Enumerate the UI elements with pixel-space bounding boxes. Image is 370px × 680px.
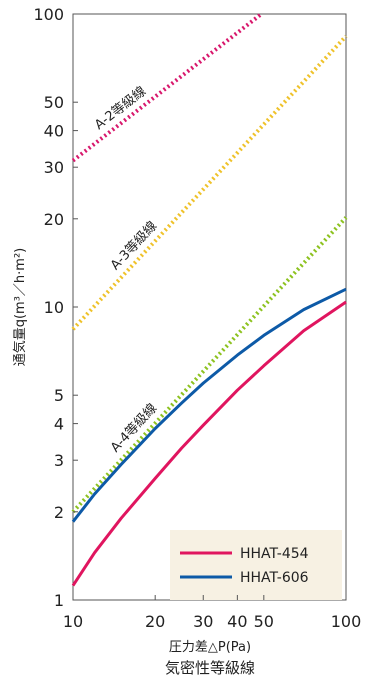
x-tick-label: 50 (254, 612, 274, 631)
y-tick-label: 5 (54, 386, 64, 405)
y-tick-label: 4 (54, 415, 64, 434)
y-tick-label: 20 (44, 210, 64, 229)
x-tick-label: 10 (63, 612, 83, 631)
y-tick-label: 100 (33, 5, 64, 24)
series-line-hhat-454 (71, 300, 347, 587)
x-tick-label: 100 (331, 612, 362, 631)
y-tick-label: 3 (54, 451, 64, 470)
plot-frame (72, 13, 347, 601)
chart-caption: 気密性等級線 (165, 659, 255, 677)
y-tick-label: 2 (54, 503, 64, 522)
x-axis-label: 圧力差△P(Pa) (169, 640, 251, 655)
y-tick-label: 10 (44, 298, 64, 317)
legend-label-hhat-454: HHAT-454 (240, 546, 309, 562)
y-axis-label: 通気量q(m³／h·m²) (12, 248, 28, 367)
legend-box (170, 530, 342, 600)
y-tick-label: 1 (54, 591, 64, 610)
y-tick-label: 30 (44, 158, 64, 177)
grade-line-a-4 (71, 216, 348, 514)
x-tick-label: 30 (193, 612, 213, 631)
x-tick-label: 40 (227, 612, 247, 631)
grade-line-a-3 (71, 34, 348, 331)
series-line-hhat-606 (71, 287, 347, 523)
y-tick-label: 40 (44, 122, 64, 141)
legend-label-hhat-606: HHAT-606 (240, 570, 309, 586)
y-tick-label: 50 (44, 93, 64, 112)
x-tick-label: 20 (145, 612, 165, 631)
